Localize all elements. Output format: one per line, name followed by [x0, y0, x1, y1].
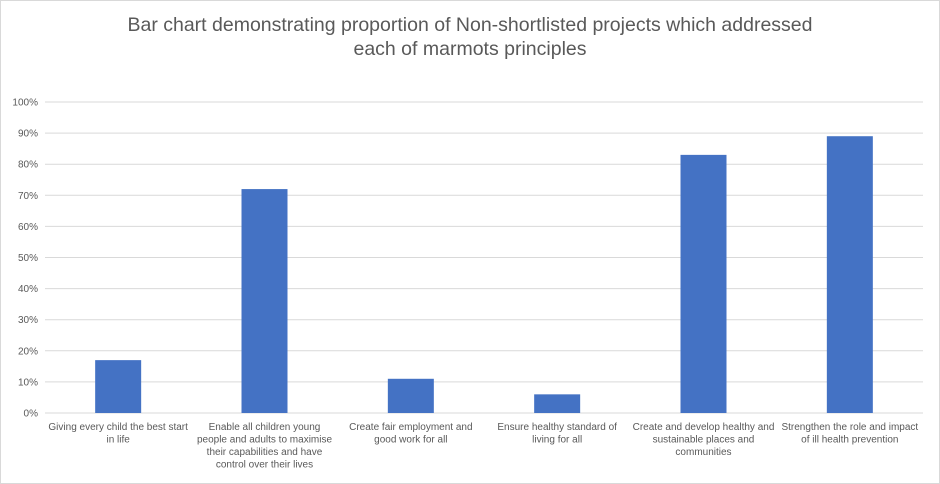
bar: [95, 360, 142, 413]
x-category-label-line: Strengthen the role and impact: [781, 422, 918, 433]
x-category-label: Enable all children young people and adul…: [197, 422, 333, 471]
bar: [387, 378, 434, 413]
chart-title-line-2: each of marmots principles: [353, 38, 586, 60]
x-category-label-line: Create and develop healthy and: [633, 422, 775, 433]
x-category-label-line: Enable all children young: [209, 422, 321, 433]
x-category-label-line: good work for all: [374, 435, 447, 446]
y-tick-label: 70%: [18, 191, 38, 202]
bar: [534, 394, 581, 413]
chart-title-line-1: Bar chart demonstrating proportion of No…: [127, 14, 812, 36]
x-category-label-line: Create fair employment and: [349, 422, 472, 433]
bar: [241, 189, 288, 413]
x-category-label-line: of ill health prevention: [801, 435, 898, 446]
x-category-label: Ensure healthy standard of living for all: [497, 422, 617, 446]
y-tick-label: 60%: [18, 222, 38, 233]
x-category-label: Strengthen the role and impact of ill hea…: [781, 422, 918, 446]
y-tick-label: 0%: [24, 409, 39, 420]
y-tick-label: 30%: [18, 315, 38, 326]
gridlines: [45, 101, 923, 414]
x-category-label-line: people and adults to maximise: [197, 435, 333, 446]
x-category-label-line: communities: [675, 447, 731, 458]
y-axis-tick-labels: 0% 10% 20% 30% 40% 50% 60% 70% 80% 90% 100%: [12, 98, 38, 420]
x-category-label: Create and develop healthy and sustainabl…: [633, 422, 775, 458]
x-category-label: Giving every child the best start in life: [48, 422, 188, 446]
x-category-label-line: sustainable places and: [653, 435, 755, 446]
x-category-label-line: living for all: [532, 435, 582, 446]
y-tick-label: 80%: [18, 160, 38, 171]
bars: [95, 136, 873, 413]
y-tick-label: 100%: [12, 98, 38, 109]
y-tick-label: 90%: [18, 129, 38, 140]
x-axis-category-labels: Giving every child the best start in life…: [48, 422, 918, 471]
x-category-label-line: their capabilities and have: [207, 447, 323, 458]
y-tick-label: 40%: [18, 284, 38, 295]
x-category-label-line: in life: [106, 435, 130, 446]
bar: [680, 154, 727, 413]
bar: [826, 136, 873, 413]
x-category-label-line: control over their lives: [216, 460, 313, 471]
x-category-label-line: Giving every child the best start: [48, 422, 188, 433]
x-category-label: Create fair employment and good work for …: [349, 422, 472, 446]
y-tick-label: 20%: [18, 346, 38, 357]
chart-title: Bar chart demonstrating proportion of No…: [127, 14, 812, 60]
x-category-label-line: Ensure healthy standard of: [497, 422, 617, 433]
y-tick-label: 10%: [18, 377, 38, 388]
y-tick-label: 50%: [18, 253, 38, 264]
